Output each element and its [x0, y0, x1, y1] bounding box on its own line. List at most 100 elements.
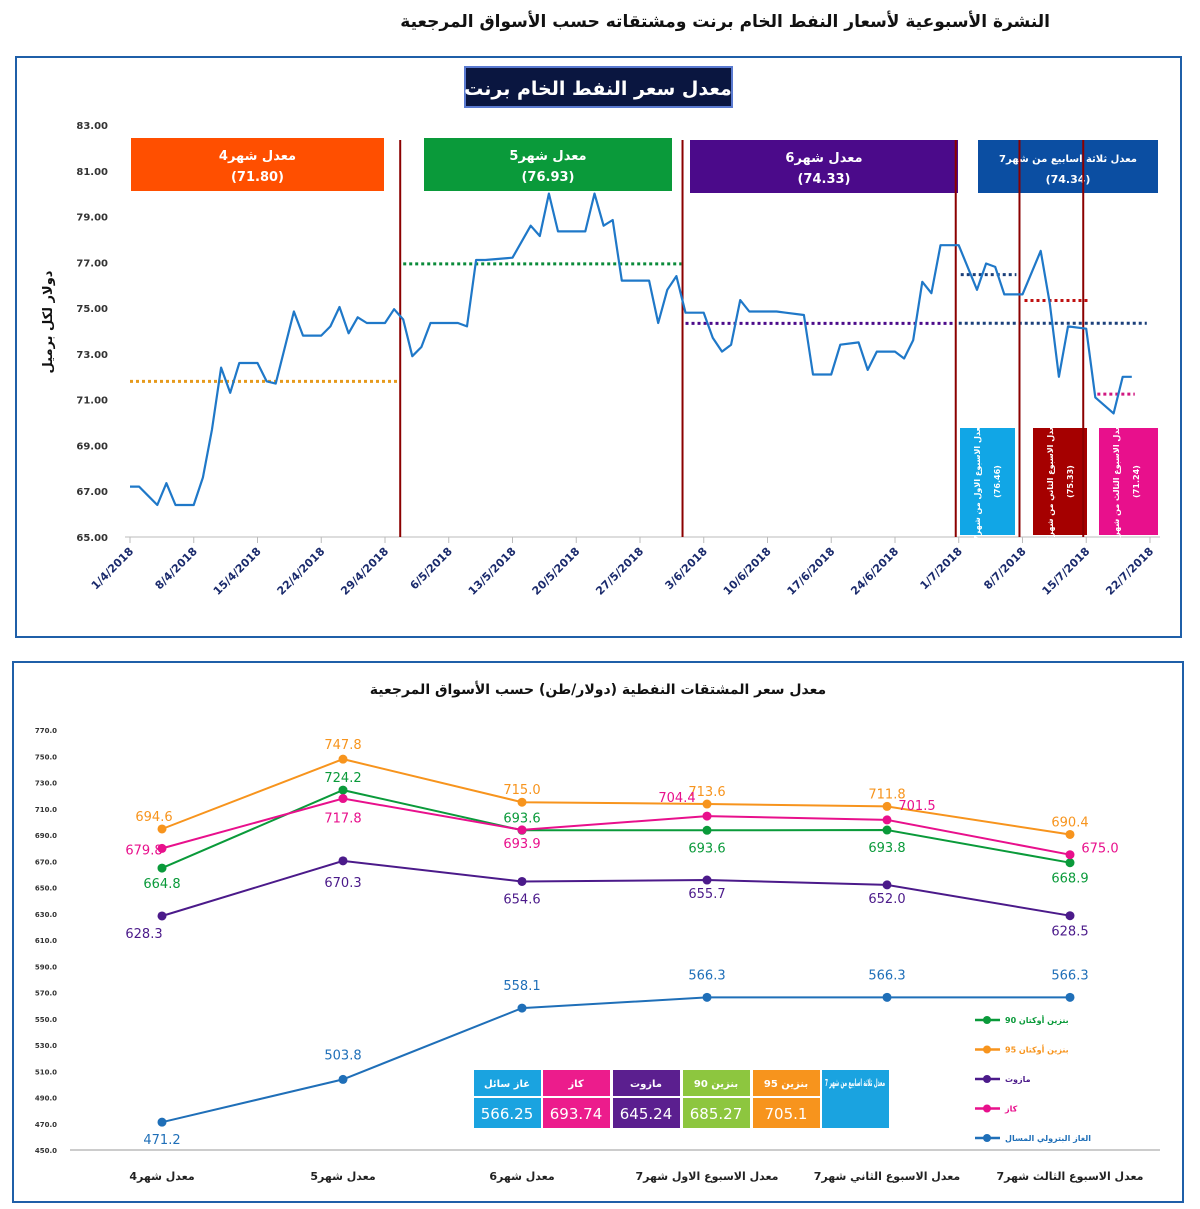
data-label: 628.3: [125, 927, 162, 942]
week-average-label: معدل الاسبوع الثالث من شهر7: [1112, 421, 1121, 543]
page-title: النشرة الأسبوعية لأسعار النفط الخام برنت…: [400, 12, 1050, 32]
week-average-box: [1099, 428, 1158, 535]
brent-price-line: [130, 192, 1132, 507]
period-average-value: (74.33): [797, 172, 850, 187]
summary-table-label: مازوت: [630, 1079, 662, 1090]
data-label: 701.5: [898, 799, 935, 814]
data-label: 693.8: [868, 841, 905, 856]
period-average-box: [131, 138, 384, 191]
data-label: 690.4: [1051, 815, 1088, 830]
summary-table-value: 705.1: [765, 1105, 808, 1123]
summary-table-value: 693.74: [550, 1105, 603, 1123]
data-label: 717.8: [324, 812, 361, 827]
chart-title-box: [464, 66, 733, 108]
summary-table-value-cell: [543, 1098, 610, 1128]
legend-marker: [983, 1045, 991, 1054]
summary-table-label: غاز سائل: [484, 1079, 530, 1090]
data-label: 715.0: [503, 783, 540, 798]
category-label: معدل الاسبوع الثالث شهر7: [997, 1170, 1144, 1183]
y-tick-label: 530.0: [35, 1042, 57, 1050]
summary-table-value: 645.24: [620, 1105, 673, 1123]
data-label: 566.3: [688, 968, 725, 983]
data-label: 654.6: [503, 892, 540, 907]
y-tick-label: 630.0: [35, 911, 57, 919]
summary-table-value: 566.25: [481, 1105, 534, 1123]
data-label: 693.9: [503, 837, 540, 852]
data-point: [1065, 858, 1075, 868]
y-tick-label: 69.00: [76, 441, 108, 452]
data-point: [882, 880, 892, 890]
summary-table-value-cell: [474, 1098, 541, 1128]
period-average-box: [424, 138, 672, 191]
data-label: 655.7: [688, 887, 725, 902]
legend-label: الغاز البترولي المسال: [1005, 1134, 1091, 1143]
y-tick-label: 690.0: [35, 832, 57, 840]
data-point: [517, 797, 527, 807]
legend-label: بنزين أوكتان 90: [1005, 1015, 1069, 1025]
y-tick-label: 570.0: [35, 990, 57, 998]
data-point: [1065, 911, 1075, 921]
category-label: معدل شهر6: [489, 1170, 554, 1183]
data-point: [517, 825, 527, 835]
data-label: 679.8: [125, 843, 162, 858]
category-label: معدل شهر4: [129, 1170, 194, 1183]
data-point: [157, 1117, 167, 1127]
summary-table-label: بنزين 95: [764, 1079, 808, 1090]
data-point: [1065, 850, 1075, 860]
legend-marker: [983, 1134, 991, 1142]
week-average-value: (76.46): [993, 465, 1002, 498]
chart-title: معدل سعر النفط الخام برنت: [464, 78, 732, 100]
data-label: 704.4: [658, 791, 695, 806]
data-point: [702, 799, 712, 809]
period-average-value: (76.93): [521, 170, 574, 185]
data-point: [157, 843, 167, 853]
y-tick-label: 510.0: [35, 1068, 57, 1076]
data-point: [338, 794, 348, 804]
data-point: [882, 801, 892, 811]
data-point: [702, 811, 712, 821]
y-tick-label: 590.0: [35, 963, 57, 971]
period-average-box: [978, 140, 1158, 193]
series-line: [161, 758, 1071, 836]
y-tick-label: 450.0: [35, 1147, 57, 1155]
period-average-label: معدل شهر5: [509, 149, 586, 164]
y-tick-label: 79.00: [76, 213, 108, 224]
category-label: معدل شهر5: [310, 1170, 375, 1183]
week-average-box: [1033, 428, 1087, 535]
data-label: 628.5: [1051, 925, 1088, 940]
week-average-box: [960, 428, 1015, 535]
period-average-box: [690, 140, 958, 193]
y-tick-label: 730.0: [35, 780, 57, 788]
data-label: 668.9: [1051, 872, 1088, 887]
legend-marker: [983, 1075, 991, 1083]
y-tick-label: 490.0: [35, 1095, 57, 1103]
category-label: معدل الاسبوع الثاني شهر7: [814, 1170, 960, 1183]
y-tick-label: 770.0: [35, 727, 57, 735]
data-label: 471.2: [143, 1133, 180, 1148]
y-tick-label: 71.00: [76, 396, 108, 407]
y-tick-label: 75.00: [76, 304, 108, 315]
summary-table-value-cell: [683, 1098, 750, 1128]
data-point: [517, 1003, 527, 1013]
summary-table-header: معدل ثلاثة اسابيع من شهر 7: [825, 1078, 885, 1089]
y-tick-label: 67.00: [76, 487, 108, 498]
data-point: [517, 876, 527, 886]
period-average-label: معدل ثلاثة اسابيع من شهر7: [999, 154, 1137, 165]
legend-marker: [983, 1016, 991, 1024]
data-point: [338, 856, 348, 866]
y-tick-label: 83.00: [76, 121, 108, 132]
y-tick-label: 670.0: [35, 858, 57, 866]
summary-table-label: كاز: [567, 1079, 584, 1090]
series-line: [161, 797, 1071, 856]
data-point: [338, 1074, 348, 1084]
y-tick-label: 550.0: [35, 1016, 57, 1024]
y-tick-label: 650.0: [35, 885, 57, 893]
data-point: [702, 992, 712, 1002]
data-point: [1065, 992, 1075, 1002]
data-point: [1065, 829, 1075, 839]
period-average-value: (74.34): [1046, 173, 1091, 186]
data-label: 713.6: [688, 785, 725, 800]
summary-table-label: بنزين 90: [694, 1079, 738, 1090]
data-point: [882, 825, 892, 835]
